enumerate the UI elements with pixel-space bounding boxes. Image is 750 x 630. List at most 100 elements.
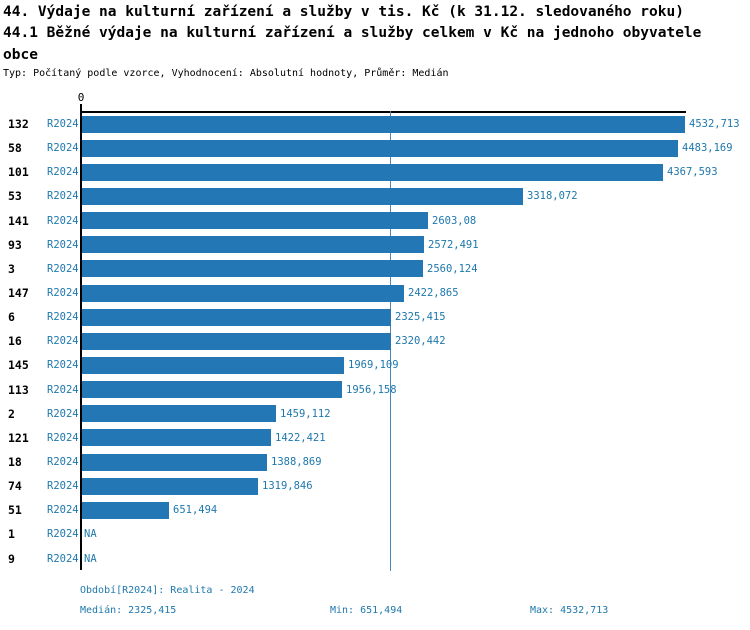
- chart-row: 9 R2024 NA: [0, 547, 750, 571]
- value-label: 2572,491: [428, 238, 479, 251]
- bar: [82, 381, 342, 399]
- bar: [82, 212, 428, 230]
- chart-row: 141 R2024 2603,08: [0, 209, 750, 233]
- chart-row: 1 R2024 NA: [0, 522, 750, 546]
- chart-row: 113 R2024 1956,158: [0, 378, 750, 402]
- value-label: 1969,109: [348, 359, 399, 372]
- value-label: 2560,124: [427, 262, 478, 275]
- bar: [82, 115, 685, 133]
- x-axis-line: [80, 111, 686, 113]
- category-label: 121: [8, 430, 29, 445]
- value-label: 1459,112: [280, 407, 331, 420]
- value-label: 4483,169: [682, 142, 733, 155]
- value-label: NA: [84, 552, 97, 565]
- value-label: 2325,415: [395, 311, 446, 324]
- chart-row: 53 R2024 3318,072: [0, 184, 750, 208]
- category-label: 58: [8, 141, 22, 156]
- series-label: R2024: [47, 456, 79, 469]
- x-axis-origin-label: 0: [77, 91, 85, 104]
- series-label: R2024: [47, 528, 79, 541]
- series-label: R2024: [47, 383, 79, 396]
- series-label: R2024: [47, 504, 79, 517]
- series-label: R2024: [47, 238, 79, 251]
- series-label: R2024: [47, 287, 79, 300]
- category-label: 93: [8, 237, 22, 252]
- series-label: R2024: [47, 431, 79, 444]
- bar: [82, 284, 404, 302]
- chart-row: 145 R2024 1969,109: [0, 353, 750, 377]
- chart-row: 101 R2024 4367,593: [0, 160, 750, 184]
- bar: [82, 139, 678, 157]
- value-label: 1319,846: [262, 480, 313, 493]
- y-axis-line: [80, 111, 82, 570]
- chart-row: 16 R2024 2320,442: [0, 329, 750, 353]
- series-label: R2024: [47, 552, 79, 565]
- chart-row: 58 R2024 4483,169: [0, 136, 750, 160]
- chart-row: 74 R2024 1319,846: [0, 474, 750, 498]
- bar: [82, 357, 344, 374]
- footer-max-label: Max: 4532,713: [530, 605, 609, 616]
- series-label: R2024: [47, 311, 79, 324]
- category-label: 2: [8, 406, 15, 421]
- series-label: R2024: [47, 262, 79, 275]
- value-label: 2603,08: [432, 214, 477, 227]
- category-label: 132: [8, 117, 29, 132]
- footer-period-label: Období[R2024]: Realita - 2024: [80, 585, 255, 596]
- bar: [82, 308, 391, 326]
- category-label: 101: [8, 165, 29, 180]
- category-label: 145: [8, 358, 29, 373]
- category-label: 53: [8, 189, 22, 204]
- footer-min-label: Min: 651,494: [330, 605, 403, 616]
- chart-title-line1: 44. Výdaje na kulturní zařízení a služby…: [3, 4, 684, 20]
- category-label: 18: [8, 455, 22, 470]
- category-label: 6: [8, 310, 15, 325]
- value-label: 2422,865: [408, 287, 459, 300]
- category-label: 141: [8, 213, 29, 228]
- bar-chart: 132 R2024 4532,713 58 R2024 4483,169 101 R2024 4…: [0, 112, 750, 571]
- footer-median-label: Medián: 2325,415: [80, 605, 177, 616]
- series-label: R2024: [47, 118, 79, 131]
- bar: [82, 453, 267, 471]
- chart-row: 147 R2024 2422,865: [0, 281, 750, 305]
- series-label: R2024: [47, 190, 79, 203]
- chart-title-line2: 44.1 Běžné výdaje na kulturní zařízení a…: [3, 25, 702, 63]
- series-label: R2024: [47, 359, 79, 372]
- chart-row: 2 R2024 1459,112: [0, 402, 750, 426]
- category-label: 113: [8, 382, 29, 397]
- value-label: 1388,869: [271, 456, 322, 469]
- category-label: 3: [8, 261, 15, 276]
- bar: [82, 501, 169, 519]
- value-label: 4532,713: [689, 118, 740, 131]
- bar: [82, 163, 663, 181]
- category-label: 51: [8, 503, 22, 518]
- bar: [82, 236, 424, 254]
- bar: [82, 188, 523, 206]
- category-label: 1: [8, 527, 15, 542]
- value-label: 2320,442: [395, 335, 446, 348]
- value-label: 1422,421: [275, 431, 326, 444]
- chart-row: 51 R2024 651,494: [0, 498, 750, 522]
- bar: [82, 429, 271, 447]
- chart-header: 44. Výdaje na kulturní zařízení a služby…: [3, 2, 739, 80]
- series-label: R2024: [47, 480, 79, 493]
- series-label: R2024: [47, 142, 79, 155]
- bar: [82, 477, 258, 495]
- bar: [82, 405, 276, 423]
- chart-subtitle: Typ: Počítaný podle vzorce, Vyhodnocení:…: [3, 68, 449, 80]
- series-label: R2024: [47, 166, 79, 179]
- x-axis-tick: [80, 104, 82, 112]
- value-label: NA: [84, 528, 97, 541]
- value-label: 4367,593: [667, 166, 718, 179]
- series-label: R2024: [47, 214, 79, 227]
- chart-row: 6 R2024 2325,415: [0, 305, 750, 329]
- chart-row: 132 R2024 4532,713: [0, 112, 750, 136]
- chart-row: 18 R2024 1388,869: [0, 450, 750, 474]
- value-label: 3318,072: [527, 190, 578, 203]
- category-label: 147: [8, 286, 29, 301]
- chart-row: 3 R2024 2560,124: [0, 257, 750, 281]
- bar: [82, 260, 423, 278]
- bar: [82, 332, 391, 350]
- category-label: 74: [8, 479, 22, 494]
- series-label: R2024: [47, 335, 79, 348]
